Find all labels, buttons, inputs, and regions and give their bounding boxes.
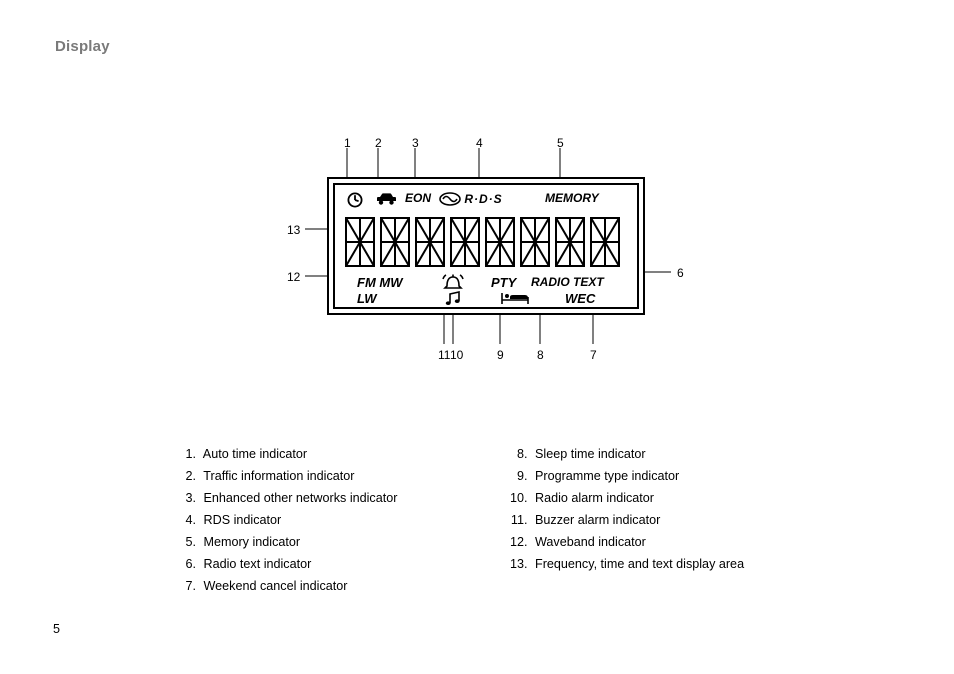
callout-number: 5 [557,136,564,150]
display-diagram: EON R·D·S MEMORY FM MW LW [267,130,697,365]
callout-number: 9 [497,348,504,362]
wec-indicator: WEC [565,291,595,306]
bell-icon [441,273,465,291]
rds-indicator: R·D·S [439,191,531,207]
music-note-icon [443,291,463,307]
rds-swirl-icon [439,192,461,206]
legend-item: 12. Waveband indicator [508,531,836,553]
digit [380,217,410,267]
callout-number: 1 [344,136,351,150]
legend-col-2: 8. Sleep time indicator9. Programme type… [508,443,836,575]
callout-number: 13 [287,223,300,237]
legend-item: 2. Traffic information indicator [176,465,504,487]
pty-indicator: PTY [491,275,516,290]
digit [590,217,620,267]
legend-item: 13. Frequency, time and text display are… [508,553,836,575]
legend-item: 10. Radio alarm indicator [508,487,836,509]
legend-item: 7. Weekend cancel indicator [176,575,504,597]
sleep-icon [501,291,529,305]
callout-number: 8 [537,348,544,362]
section-heading: Display [55,38,110,55]
callout-number: 3 [412,136,419,150]
lcd-panel: EON R·D·S MEMORY FM MW LW [327,177,645,315]
digit [520,217,550,267]
legend-item: 4. RDS indicator [176,509,504,531]
callout-number: 7 [590,348,597,362]
car-icon [375,192,397,206]
legend-item: 1. Auto time indicator [176,443,504,465]
rds-text: R·D·S [464,192,502,206]
digit [450,217,480,267]
digit [485,217,515,267]
radio-text-indicator: RADIO TEXT [531,275,604,289]
waveband-lw: LW [357,291,377,306]
eon-indicator: EON [405,191,431,205]
legend-item: 9. Programme type indicator [508,465,836,487]
callout-number: 2 [375,136,382,150]
digit [555,217,585,267]
digit [415,217,445,267]
legend-item: 6. Radio text indicator [176,553,504,575]
legend-item: 8. Sleep time indicator [508,443,836,465]
lcd-inner-border: EON R·D·S MEMORY FM MW LW [333,183,639,309]
callout-number: 11 [438,348,450,362]
legend: 1. Auto time indicator2. Traffic informa… [176,443,836,597]
legend-item: 11. Buzzer alarm indicator [508,509,836,531]
callout-number: 10 [450,348,463,362]
page-number: 5 [53,622,60,636]
legend-item: 5. Memory indicator [176,531,504,553]
digit-row [345,217,627,267]
clock-icon [347,192,363,208]
memory-indicator: MEMORY [545,191,599,205]
legend-item: 3. Enhanced other networks indicator [176,487,504,509]
callout-number: 12 [287,270,300,284]
waveband-fm-mw: FM MW [357,275,402,290]
callout-number: 6 [677,266,684,280]
callout-number: 4 [476,136,483,150]
digit [345,217,375,267]
legend-col-1: 1. Auto time indicator2. Traffic informa… [176,443,504,597]
